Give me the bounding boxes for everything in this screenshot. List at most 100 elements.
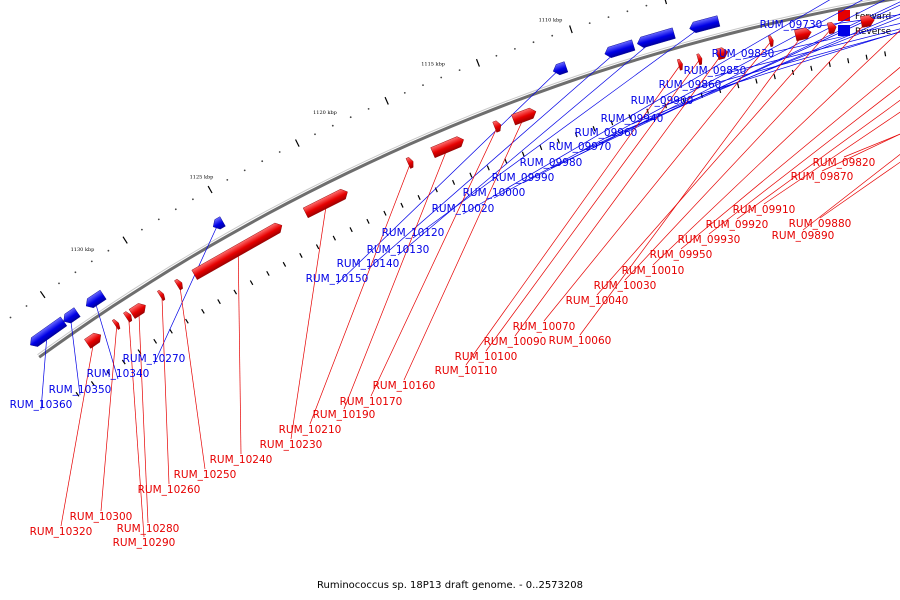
gene-label[interactable]: RUM_10320	[30, 526, 93, 538]
gene-label[interactable]: RUM_10350	[49, 384, 112, 396]
scale-tick	[569, 25, 573, 34]
gene-label[interactable]: RUM_10240	[210, 454, 273, 466]
gene-rum_10040[interactable]	[827, 22, 837, 35]
gene-label[interactable]: RUM_10340	[87, 368, 150, 380]
inner-tick	[865, 54, 868, 60]
gene-label[interactable]: RUM_09920	[706, 219, 769, 231]
gene-rum_10120[interactable]	[688, 15, 721, 34]
gene-label[interactable]: RUM_10030	[594, 280, 657, 292]
gene-rum_10290[interactable]	[123, 310, 134, 323]
gene-rum_10270[interactable]	[210, 216, 226, 232]
gene-rum_10160[interactable]	[511, 106, 537, 126]
leader-line	[819, 161, 900, 219]
gene-label[interactable]: RUM_10100	[455, 351, 518, 363]
gene-label[interactable]: RUM_10130	[367, 244, 430, 256]
figure-caption: Ruminococcus sp. 18P13 draft genome. - 0…	[317, 580, 583, 591]
gene-rum_10090[interactable]	[715, 46, 729, 60]
gene-rum_10320[interactable]	[84, 330, 103, 349]
inner-tick	[400, 202, 404, 208]
gene-rum_10210[interactable]	[405, 156, 415, 169]
inner-tick	[755, 78, 758, 84]
leader-line	[579, 4, 900, 153]
gene-rum_10150[interactable]	[551, 61, 569, 77]
gene-rum_10300[interactable]	[111, 318, 121, 330]
gene-label[interactable]: RUM_10110	[435, 365, 498, 377]
inner-tick	[504, 158, 508, 164]
gene-label[interactable]: RUM_09950	[650, 249, 713, 261]
inner-tick	[884, 51, 887, 57]
gene-label[interactable]: RUM_10270	[123, 353, 186, 365]
leader-line	[403, 115, 526, 381]
gene-rum_10110[interactable]	[676, 58, 684, 71]
gene-rum_10280[interactable]	[128, 301, 148, 319]
gene-label[interactable]: RUM_09820	[813, 157, 876, 169]
gene-label[interactable]: RUM_09990	[492, 172, 555, 184]
gene-label[interactable]: RUM_10140	[337, 258, 400, 270]
scale-dot	[440, 76, 443, 79]
gene-rum_10250[interactable]	[174, 278, 184, 291]
gene-rum_10130[interactable]	[636, 27, 676, 49]
leader-line	[100, 323, 118, 512]
gene-label[interactable]: RUM_10070	[513, 321, 576, 333]
gene-label[interactable]: RUM_09980	[520, 157, 583, 169]
gene-label[interactable]: RUM_10230	[260, 439, 323, 451]
gene-rum_10170[interactable]	[492, 120, 503, 133]
gene-label[interactable]: RUM_10020	[432, 203, 495, 215]
gene-label[interactable]: RUM_10160	[373, 380, 436, 392]
gene-label[interactable]: RUM_10090	[484, 336, 547, 348]
gene-label[interactable]: RUM_09860	[659, 79, 722, 91]
gene-label[interactable]: RUM_10190	[313, 409, 376, 421]
inner-tick	[452, 179, 456, 185]
gene-label[interactable]: RUM_09900	[631, 95, 694, 107]
gene-label[interactable]: RUM_09940	[601, 113, 664, 125]
gene-rum_10260[interactable]	[157, 289, 166, 301]
gene-rum_10340[interactable]	[83, 289, 107, 310]
gene-label[interactable]: RUM_10010	[622, 265, 685, 277]
gene-label[interactable]: RUM_10280	[117, 523, 180, 535]
inner-tick	[592, 126, 596, 132]
gene-label[interactable]: RUM_10150	[306, 273, 369, 285]
gene-rum_10230[interactable]	[302, 187, 350, 219]
gene-rum_10060[interactable]	[794, 27, 812, 42]
gene-rum_10360[interactable]	[27, 316, 68, 350]
inner-tick	[847, 58, 850, 64]
gene-label[interactable]: RUM_10040	[566, 295, 629, 307]
gene-label[interactable]: RUM_10260	[138, 484, 201, 496]
gene-label[interactable]: RUM_09830	[712, 48, 775, 60]
gene-label[interactable]: RUM_10060	[549, 335, 612, 347]
gene-label[interactable]: RUM_09880	[789, 218, 852, 230]
leader-line	[708, 85, 900, 235]
gene-label[interactable]: RUM_10290	[113, 537, 176, 549]
gene-label[interactable]: RUM_09870	[791, 171, 854, 183]
gene-label[interactable]: RUM_10210	[279, 424, 342, 436]
scale-dot	[174, 208, 177, 211]
gene-label[interactable]: RUM_09970	[549, 141, 612, 153]
gene-label[interactable]: RUM_10360	[10, 399, 73, 411]
gene-rum_10070[interactable]	[768, 35, 774, 47]
gene-label[interactable]: RUM_09960	[575, 127, 638, 139]
gene-label[interactable]: RUM_10170	[340, 396, 403, 408]
scale-dot	[261, 160, 264, 163]
gene-label[interactable]: RUM_10300	[70, 511, 133, 523]
gene-rum_10030[interactable]	[860, 14, 875, 28]
gene-label[interactable]: RUM_10250	[174, 469, 237, 481]
gene-label[interactable]: RUM_10120	[382, 227, 445, 239]
gene-label[interactable]: RUM_09930	[678, 234, 741, 246]
scale-dot	[514, 48, 516, 50]
gene-rum_10190[interactable]	[430, 135, 466, 159]
inner-tick	[315, 244, 320, 250]
leader-line	[94, 300, 119, 380]
gene-label[interactable]: RUM_09730	[760, 19, 823, 31]
leader-line	[514, 52, 723, 337]
gene-label[interactable]: RUM_09910	[733, 204, 796, 216]
gene-label[interactable]: RUM_09890	[772, 230, 835, 242]
scale-dot	[243, 169, 246, 172]
gene-label[interactable]: RUM_10000	[463, 187, 526, 199]
gene-rum_10140[interactable]	[603, 39, 636, 59]
leader-line	[652, 30, 900, 266]
gene-rum_10240[interactable]	[191, 221, 285, 280]
gene-rum_10350[interactable]	[61, 307, 81, 326]
gene-rum_10100[interactable]	[696, 53, 704, 66]
gene-label[interactable]: RUM_09850	[684, 65, 747, 77]
